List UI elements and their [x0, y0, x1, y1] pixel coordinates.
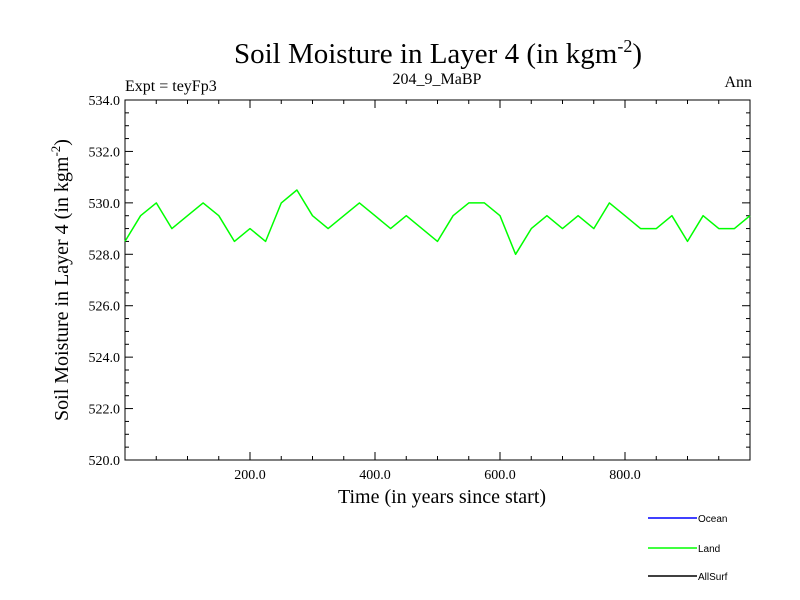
experiment-label: Expt = teyFp3	[125, 78, 217, 95]
y-tick-label: 532.0	[89, 145, 121, 160]
y-tick-label: 528.0	[89, 248, 121, 263]
series-line-land	[124, 189, 751, 256]
chart-title: Soil Moisture in Layer 4 (in kgm-2)	[234, 36, 642, 70]
y-tick-label: 522.0	[89, 403, 121, 418]
legend: Ocean Land AllSurf	[648, 514, 728, 583]
x-tick-label: 200.0	[234, 468, 266, 483]
legend-label-allsurf: AllSurf	[698, 572, 728, 583]
plot-frame	[124, 99, 751, 461]
y-tick-label: 520.0	[89, 454, 121, 469]
x-tick-label: 400.0	[359, 468, 391, 483]
y-tick-label: 526.0	[89, 300, 121, 315]
legend-label-land: Land	[698, 544, 720, 555]
y-axis-ticks: 520.0 522.0 524.0 526.0 528.0 530.0 532.0 534.0	[89, 94, 750, 469]
y-axis-label: Soil Moisture in Layer 4 (in kgm-2)	[48, 139, 73, 421]
season-label: Ann	[724, 74, 752, 91]
x-axis-ticks: 200.0 400.0 600.0 800.0	[155, 100, 720, 483]
y-tick-label: 534.0	[89, 94, 121, 109]
period-label: 204_9_MaBP	[393, 71, 482, 88]
y-tick-label: 524.0	[89, 351, 121, 366]
x-axis-label: Time (in years since start)	[338, 486, 546, 508]
series-layer	[124, 189, 751, 256]
x-tick-label: 800.0	[609, 468, 641, 483]
x-tick-label: 600.0	[484, 468, 516, 483]
y-tick-label: 530.0	[89, 197, 121, 212]
legend-label-ocean: Ocean	[698, 514, 727, 525]
